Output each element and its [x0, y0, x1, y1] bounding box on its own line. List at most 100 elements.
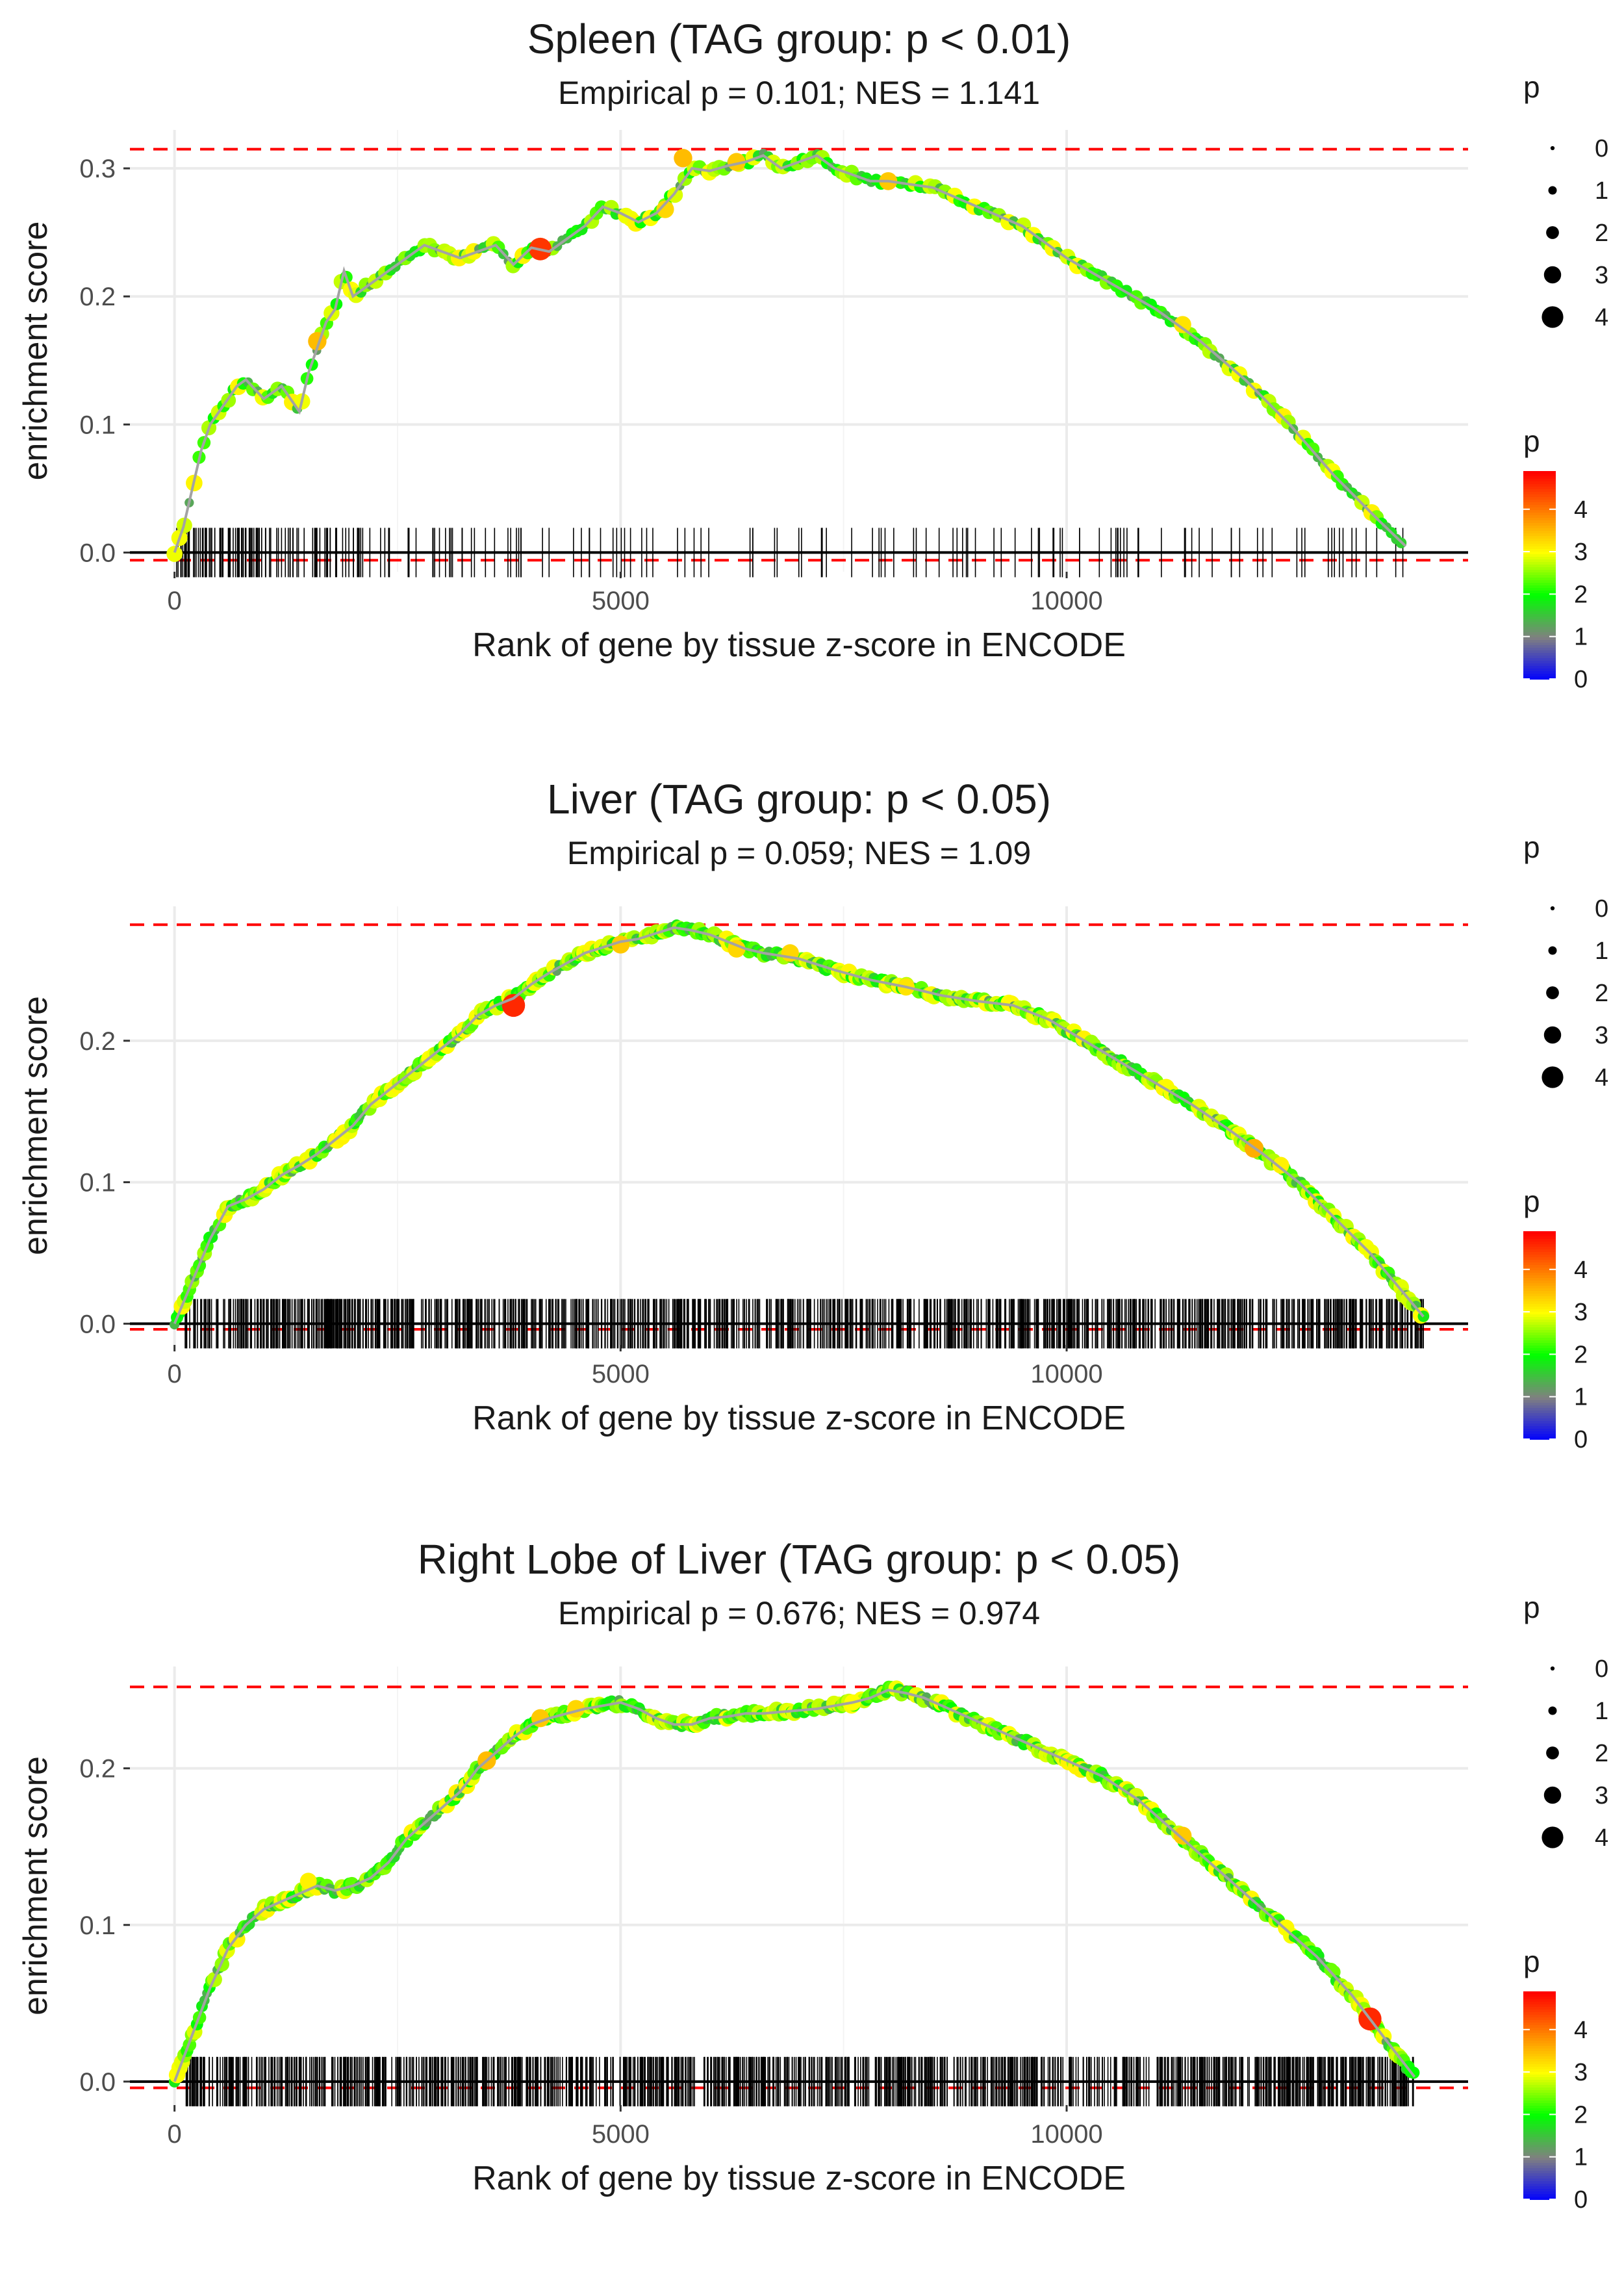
color-bar-segment [1523, 1400, 1556, 1403]
running-score-points [170, 919, 1430, 1330]
color-bar-segment [1523, 2054, 1556, 2057]
color-bar-segment [1523, 484, 1556, 487]
x-tick-label: 10000 [1030, 1360, 1102, 1388]
size-legend-label: 2 [1595, 980, 1608, 1007]
color-bar-segment [1523, 567, 1556, 570]
size-legend-key [1546, 986, 1559, 999]
color-bar-segment [1523, 2088, 1556, 2091]
size-legend-key [1548, 946, 1557, 955]
color-bar-segment [1523, 2095, 1556, 2099]
color-bar-segment [1523, 518, 1556, 521]
color-bar-segment [1523, 474, 1556, 477]
color-bar-segment [1523, 2186, 1556, 2190]
color-bar-segment [1523, 2111, 1556, 2114]
chart-subtitle: Empirical p = 0.059; NES = 1.09 [567, 835, 1031, 871]
color-bar-segment [1523, 598, 1556, 602]
y-tick-label: 0.2 [79, 283, 116, 311]
color-bar-segment [1523, 2181, 1556, 2184]
running-score-points [166, 148, 1407, 562]
color-legend-label: 4 [1574, 2017, 1588, 2044]
x-tick-label: 10000 [1030, 587, 1102, 615]
color-bar-segment [1523, 2158, 1556, 2161]
color-bar-segment [1523, 2064, 1556, 2067]
color-bar-segment [1523, 2043, 1556, 2047]
size-legend-key [1550, 146, 1555, 151]
color-bar-segment [1523, 2132, 1556, 2135]
chart-subtitle: Empirical p = 0.101; NES = 1.141 [558, 75, 1040, 111]
color-bar-segment [1523, 2116, 1556, 2119]
color-bar-segment [1523, 2142, 1556, 2145]
color-bar-segment [1523, 1429, 1556, 1432]
color-bar-segment [1523, 650, 1556, 654]
color-bar-segment [1523, 520, 1556, 524]
color-bar-segment [1523, 1403, 1556, 1406]
chart-title: Spleen (TAG group: p < 0.01) [527, 16, 1071, 62]
color-bar-segment [1523, 557, 1556, 560]
color-bar-segment [1523, 1437, 1556, 1440]
color-bar-segment [1523, 1999, 1556, 2002]
color-bar-segment [1523, 580, 1556, 583]
color-bar-segment [1523, 539, 1556, 542]
color-bar-segment [1523, 476, 1556, 479]
x-tick-label: 5000 [592, 587, 650, 615]
color-bar-segment [1523, 2007, 1556, 2010]
score-point-highlight [1272, 1156, 1289, 1174]
color-bar-segment [1523, 1301, 1556, 1305]
y-tick-label: 0.2 [79, 1027, 116, 1056]
color-bar-segment [1523, 531, 1556, 534]
score-point-highlight [727, 153, 746, 172]
color-bar-segment [1523, 1330, 1556, 1333]
color-bar-segment [1523, 645, 1556, 648]
color-legend-label: 2 [1574, 1341, 1588, 1368]
color-bar-segment [1523, 507, 1556, 511]
color-bar-segment [1523, 611, 1556, 615]
color-bar-segment [1523, 2137, 1556, 2140]
color-bar-segment [1523, 494, 1556, 498]
color-bar-segment [1523, 2171, 1556, 2174]
color-bar-segment [1523, 2150, 1556, 2153]
color-bar-segment [1523, 593, 1556, 596]
color-bar-segment [1523, 2017, 1556, 2021]
color-bar-segment [1523, 533, 1556, 537]
size-legend-label: 4 [1595, 304, 1608, 331]
x-axis-title: Rank of gene by tissue z-score in ENCODE [472, 626, 1126, 664]
color-bar-segment [1523, 624, 1556, 628]
color-bar-segment [1523, 1242, 1556, 1245]
size-legend-label: 0 [1595, 135, 1608, 162]
color-bar-segment [1523, 1421, 1556, 1424]
size-legend-key [1542, 1066, 1564, 1088]
color-bar-segment [1523, 2077, 1556, 2080]
color-bar-segment [1523, 1304, 1556, 1307]
color-bar-segment [1523, 1994, 1556, 1997]
gene-hit-rug [185, 2056, 1414, 2106]
color-bar-segment [1523, 1340, 1556, 1344]
x-axis-title: Rank of gene by tissue z-score in ENCODE [472, 2160, 1126, 2197]
color-bar-segment [1523, 1426, 1556, 1429]
color-bar-segment [1523, 2038, 1556, 2041]
color-legend: p 4 3 2 1 0 [1523, 1184, 1588, 1453]
color-bar-segment [1523, 1327, 1556, 1331]
x-tick-label: 0 [168, 1360, 182, 1388]
color-legend-label: 2 [1574, 581, 1588, 608]
color-bar-segment [1523, 614, 1556, 617]
color-bar-segment [1523, 1249, 1556, 1253]
color-bar-segment [1523, 2101, 1556, 2104]
color-legend-label: 0 [1574, 666, 1588, 693]
size-legend-key [1546, 226, 1559, 239]
color-bar-segment [1523, 505, 1556, 508]
color-bar-segment [1523, 515, 1556, 518]
color-bar-segment [1523, 575, 1556, 578]
color-bar-segment [1523, 648, 1556, 651]
color-bar-segment [1523, 513, 1556, 516]
color-bar-segment [1523, 1991, 1556, 1995]
color-bar-segment [1523, 1395, 1556, 1398]
color-bar-segment [1523, 1286, 1556, 1289]
color-bar-segment [1523, 585, 1556, 589]
size-legend-key [1546, 1746, 1559, 1759]
color-bar-segment [1523, 1257, 1556, 1260]
color-bar-segment [1523, 1252, 1556, 1255]
color-bar-segment [1523, 2145, 1556, 2148]
color-bar-segment [1523, 663, 1556, 667]
color-bar-segment [1523, 1231, 1556, 1234]
